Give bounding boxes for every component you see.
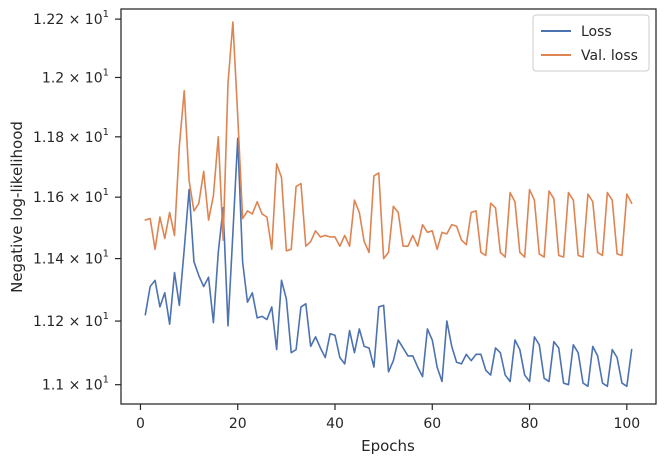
y-tick-label: 1.16 × 101	[33, 187, 109, 206]
y-tick-label: 1.12 × 101	[33, 311, 109, 330]
y-axis-label: Negative log-likelihood	[8, 121, 26, 293]
y-tick-label: 1.1 × 101	[42, 375, 109, 394]
x-tick-label: 40	[326, 416, 344, 432]
legend-label-val-loss: Val. loss	[581, 48, 638, 64]
x-tick-label: 100	[613, 416, 640, 432]
x-tick-label: 0	[136, 416, 145, 432]
x-tick-label: 20	[229, 416, 247, 432]
series-line-val-loss	[144, 21, 633, 260]
y-tick-label: 1.22 × 101	[33, 9, 109, 28]
y-tick-label: 1.18 × 101	[33, 127, 109, 146]
x-axis-label: Epochs	[361, 437, 415, 455]
axes-frame	[120, 8, 657, 405]
legend-label-loss: Loss	[581, 24, 612, 40]
x-tick-label: 60	[423, 416, 441, 432]
x-tick-label: 80	[521, 416, 539, 432]
y-tick-label: 1.2 × 101	[42, 67, 109, 86]
y-tick-label: 1.14 × 101	[33, 249, 109, 268]
series-lines	[144, 21, 633, 388]
y-axis-ticks: 1.1 × 101 1.12 × 101 1.14 × 101 1.16 × 101 1…	[33, 9, 121, 394]
series-line-loss	[144, 137, 633, 388]
x-axis-ticks: 0 20 40 60 80 100	[136, 404, 640, 432]
legend: Loss Val. loss	[532, 14, 650, 72]
legend-box	[532, 14, 650, 72]
